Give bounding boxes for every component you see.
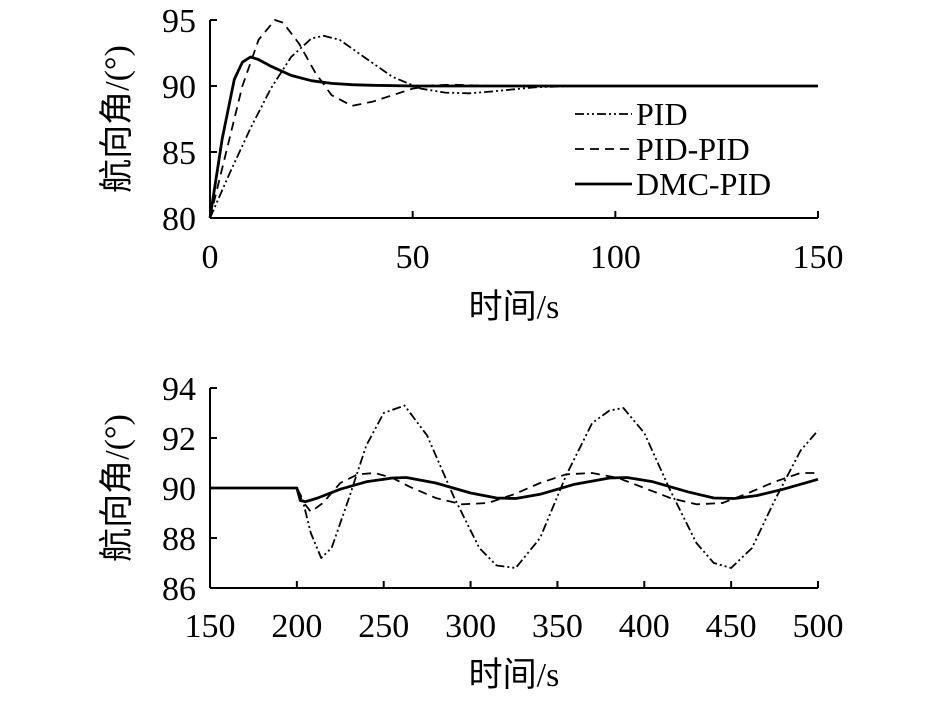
- series-line-pid: [210, 404, 819, 569]
- x-tick-label: 50: [396, 239, 430, 276]
- y-axis-title: 航向角/(°): [98, 414, 136, 562]
- legend-label-pid: PID: [636, 96, 688, 132]
- y-tick-label: 90: [162, 471, 196, 508]
- series-line-dmc-pid: [210, 476, 819, 504]
- y-tick-label: 88: [162, 521, 196, 558]
- y-tick-label: 90: [162, 69, 196, 106]
- y-tick-label: 85: [162, 135, 196, 172]
- x-tick-label: 100: [590, 239, 641, 276]
- y-tick-label: 92: [162, 421, 196, 458]
- x-tick-label: 250: [358, 608, 409, 645]
- x-tick-label: 200: [271, 608, 322, 645]
- y-tick-label: 95: [162, 3, 196, 40]
- x-tick-label: 500: [793, 608, 844, 645]
- x-axis-title: 时间/s: [469, 289, 560, 326]
- series-line-pid-pid: [210, 472, 818, 513]
- x-axis-title: 时间/s: [469, 657, 560, 694]
- y-tick-label: 80: [162, 201, 196, 238]
- y-tick-label: 86: [162, 571, 196, 608]
- y-tick-label: 94: [162, 371, 196, 408]
- y-axis-title: 航向角/(°): [98, 45, 136, 193]
- x-tick-label: 0: [202, 239, 219, 276]
- x-tick-label: 350: [532, 608, 583, 645]
- x-tick-label: 450: [706, 608, 757, 645]
- x-tick-label: 300: [445, 608, 496, 645]
- x-tick-label: 150: [793, 239, 844, 276]
- legend-label-pid-pid: PID-PID: [636, 131, 750, 167]
- x-tick-label: 400: [619, 608, 670, 645]
- x-tick-label: 150: [185, 608, 236, 645]
- legend-label-dmc-pid: DMC-PID: [636, 166, 771, 202]
- series-line-dmc-pid: [208, 55, 818, 219]
